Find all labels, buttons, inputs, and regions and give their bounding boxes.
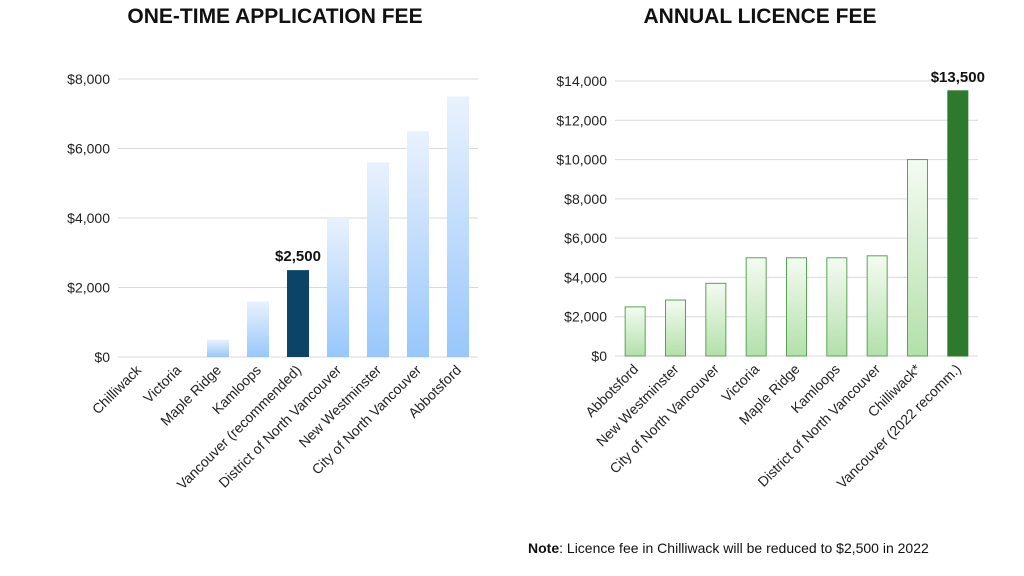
application-fee-ytick-label: $0 <box>94 349 110 365</box>
licence-fee-bar <box>947 90 969 357</box>
licence-fee-bar <box>786 257 807 357</box>
licence-fee-ytick-label: $8,000 <box>564 191 607 207</box>
licence-fee-data-label: $13,500 <box>931 69 985 86</box>
footnote-label: Note <box>528 540 560 556</box>
application-fee-bar <box>407 131 429 357</box>
application-fee-ytick-label: $6,000 <box>67 141 110 157</box>
licence-fee-ytick-label: $0 <box>591 348 607 364</box>
licence-fee-title: ANNUAL LICENCE FEE <box>643 5 877 28</box>
licence-fee-ytick-label: $6,000 <box>564 230 607 246</box>
application-fee-bar <box>207 339 229 357</box>
application-fee-bar <box>287 270 309 357</box>
footnote-text: : Licence fee in Chilliwack will be redu… <box>559 540 929 556</box>
application-fee-data-label: $2,500 <box>275 248 321 265</box>
licence-fee-ytick-label: $10,000 <box>556 152 607 168</box>
application-fee-ytick-label: $8,000 <box>67 71 110 87</box>
licence-fee-ytick-label: $12,000 <box>556 112 607 128</box>
licence-fee-ytick-label: $2,000 <box>564 309 607 325</box>
application-fee-bar <box>247 301 269 357</box>
application-fee-ytick-label: $4,000 <box>67 210 110 226</box>
application-fee-title: ONE-TIME APPLICATION FEE <box>127 5 423 28</box>
licence-fee-bar <box>665 299 686 357</box>
application-fee-category-label: Chilliwack <box>89 361 145 417</box>
licence-fee-ytick-label: $14,000 <box>556 73 607 89</box>
application-fee-bar <box>447 96 469 357</box>
licence-fee-bar <box>705 282 727 357</box>
application-fee-ytick-label: $2,000 <box>67 280 110 296</box>
licence-fee-bar <box>907 159 928 357</box>
licence-fee-bar <box>826 257 848 357</box>
application-fee-bar <box>367 162 389 357</box>
licence-fee-bar <box>624 306 646 357</box>
licence-fee-ytick-label: $4,000 <box>564 269 607 285</box>
application-fee-bar <box>327 218 349 357</box>
licence-fee-bar <box>866 255 888 357</box>
footnote: Note: Licence fee in Chilliwack will be … <box>528 540 929 556</box>
licence-fee-bar <box>745 257 767 357</box>
